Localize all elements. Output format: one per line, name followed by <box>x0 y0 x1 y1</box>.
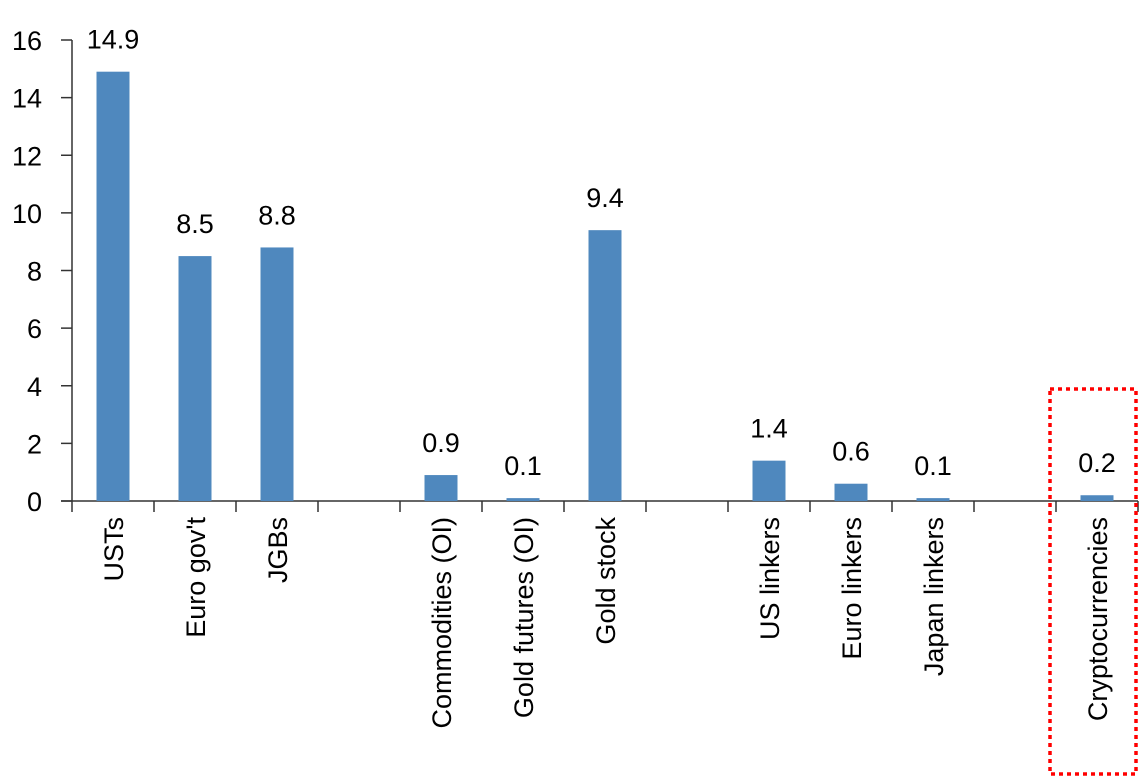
bar <box>178 256 212 501</box>
bar <box>916 498 950 501</box>
category-label: US linkers <box>755 517 785 640</box>
category-label: Japan linkers <box>919 517 949 676</box>
data-label: 0.6 <box>832 437 870 467</box>
category-label: Euro gov't <box>181 517 211 638</box>
bar <box>96 71 130 501</box>
data-label: 0.9 <box>422 428 460 458</box>
bar <box>424 475 458 501</box>
data-label: 0.1 <box>504 451 542 481</box>
y-tick-label: 4 <box>27 372 42 402</box>
bar <box>834 483 868 501</box>
category-label: Commodities (OI) <box>427 517 457 729</box>
data-label: 8.5 <box>176 209 214 239</box>
data-label: 0.2 <box>1078 448 1116 478</box>
highlight-box <box>1048 387 1138 776</box>
bar <box>260 247 294 501</box>
data-label: 8.8 <box>258 200 296 230</box>
category-label: Gold stock <box>591 517 621 645</box>
category-label: USTs <box>99 517 129 582</box>
category-label: JGBs <box>263 517 293 583</box>
bar <box>506 498 540 501</box>
y-tick-label: 8 <box>27 257 42 287</box>
bar <box>588 230 622 501</box>
y-tick-label: 2 <box>27 429 42 459</box>
y-tick-label: 6 <box>27 314 42 344</box>
y-tick-label: 16 <box>12 26 42 56</box>
y-tick-label: 12 <box>12 141 42 171</box>
data-label: 14.9 <box>87 25 140 55</box>
category-label: Euro linkers <box>837 517 867 660</box>
y-tick-label: 10 <box>12 199 42 229</box>
y-tick-label: 14 <box>12 84 42 114</box>
bar <box>752 460 786 501</box>
data-label: 9.4 <box>586 183 624 213</box>
data-label: 0.1 <box>914 451 952 481</box>
y-tick-label: 0 <box>27 487 42 517</box>
data-label: 1.4 <box>750 414 788 444</box>
category-label: Cryptocurrencies <box>1083 517 1113 721</box>
bar <box>1080 495 1114 501</box>
category-label: Gold futures (OI) <box>509 517 539 718</box>
